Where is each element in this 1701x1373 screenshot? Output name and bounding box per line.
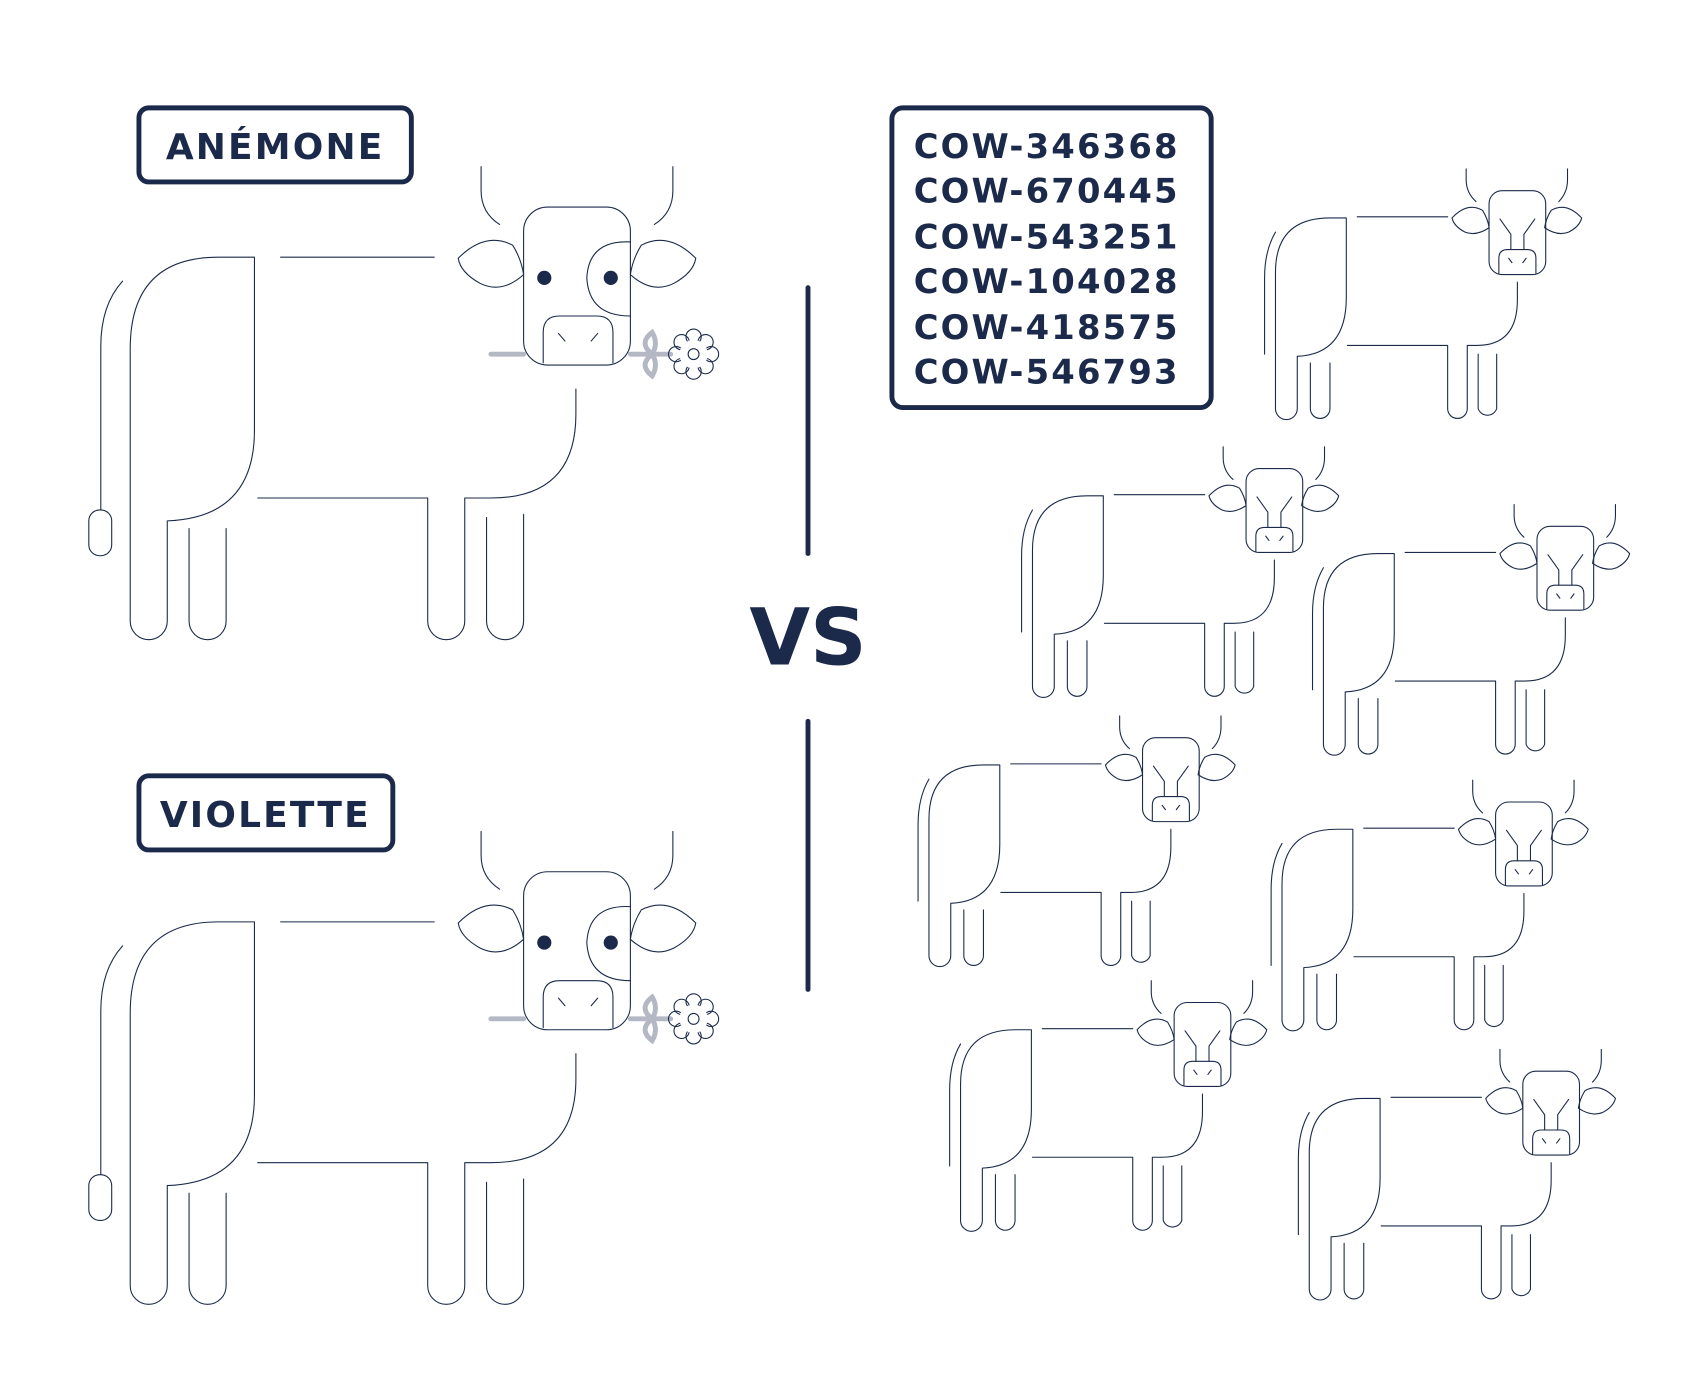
cow-icon — [1270, 779, 1589, 1032]
cattle-id: COW-670445 — [914, 172, 1180, 211]
pet-name-label: VIOLETTE — [160, 795, 371, 836]
cow-icon — [1264, 168, 1583, 421]
pet-name-label: ANÉMONE — [166, 126, 385, 168]
cow-icon — [89, 831, 719, 1304]
cattle-id: COW-543251 — [914, 217, 1180, 256]
cow-icon — [1021, 446, 1340, 698]
versus-label: VS — [749, 592, 866, 684]
pet-cow-anemone: ANÉMONE — [89, 105, 719, 640]
cow-icon — [1297, 1048, 1617, 1301]
pet-cow-violette: VIOLETTE — [89, 773, 719, 1304]
cow-icon — [917, 715, 1236, 968]
cattle-id-list: COW-346368 COW-670445 COW-543251 COW-104… — [889, 105, 1214, 410]
cattle-id: COW-418575 — [914, 308, 1180, 347]
cow-icon — [949, 980, 1268, 1232]
cattle-id: COW-546793 — [914, 353, 1180, 392]
cattle-id: COW-104028 — [914, 262, 1180, 301]
cow-icon — [1311, 503, 1631, 756]
name-tag — [136, 105, 414, 185]
cow-icon — [89, 167, 719, 640]
name-tag — [136, 773, 396, 853]
cattle-id: COW-346368 — [914, 127, 1180, 166]
